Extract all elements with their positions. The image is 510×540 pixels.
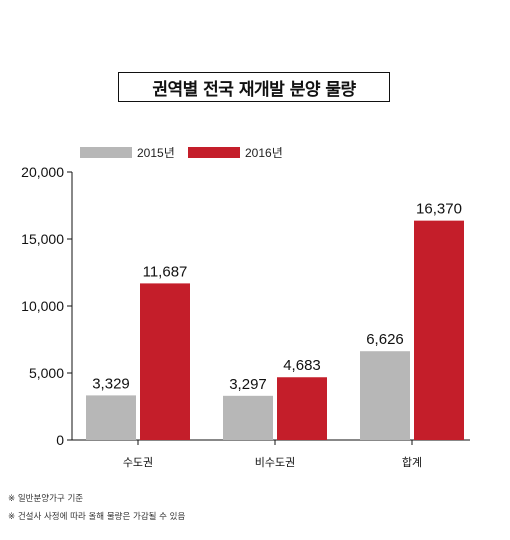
chart-title: 권역별 전국 재개발 분양 물량 bbox=[152, 79, 356, 100]
data-label: 6,626 bbox=[366, 331, 404, 348]
data-label: 3,297 bbox=[229, 376, 267, 393]
bar-1-1 bbox=[277, 377, 327, 440]
bar-0-0 bbox=[86, 395, 136, 440]
bar-0-2 bbox=[360, 351, 410, 440]
y-tick-label: 10,000 bbox=[21, 298, 64, 314]
x-tick-label: 수도권 bbox=[123, 456, 153, 469]
bar-1-0 bbox=[140, 283, 190, 440]
x-tick-label: 비수도권 bbox=[255, 456, 295, 469]
y-tick-label: 0 bbox=[56, 432, 64, 448]
data-label: 11,687 bbox=[143, 263, 188, 280]
chart-title-box: 권역별 전국 재개발 분양 물량 bbox=[118, 72, 390, 102]
x-tick-label: 합계 bbox=[402, 456, 422, 469]
legend-swatch-0 bbox=[80, 147, 132, 158]
data-label: 3,329 bbox=[92, 375, 130, 392]
y-tick-label: 5,000 bbox=[29, 365, 64, 381]
footnote-1: ※ 일반분양가구 기준 bbox=[8, 494, 84, 504]
legend-swatch-1 bbox=[188, 147, 240, 158]
legend-label-1: 2016년 bbox=[245, 146, 283, 160]
bar-1-2 bbox=[414, 220, 464, 440]
bar-0-1 bbox=[223, 395, 273, 440]
data-label: 16,370 bbox=[416, 201, 462, 218]
footnote-2: ※ 건설사 사정에 따라 올해 물량은 가감될 수 있음 bbox=[8, 512, 186, 522]
data-label: 4,683 bbox=[283, 357, 321, 374]
y-tick-label: 15,000 bbox=[21, 231, 64, 247]
legend-label-0: 2015년 bbox=[137, 146, 175, 160]
y-tick-label: 20,000 bbox=[21, 164, 64, 180]
